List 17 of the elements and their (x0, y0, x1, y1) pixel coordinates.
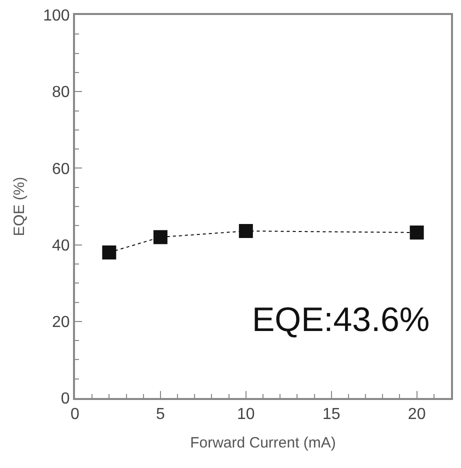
y-tick-label: 40 (52, 237, 70, 254)
y-axis-title: EQE (%) (10, 176, 28, 236)
y-tick-label: 0 (60, 390, 70, 408)
annotation: EQE:43.6% (252, 301, 430, 339)
point (153, 230, 168, 244)
y-tick-label: 100 (43, 8, 70, 25)
point (102, 245, 116, 260)
y-tick-label: 60 (52, 160, 70, 178)
x-tick-label: 20 (408, 406, 426, 424)
point (410, 226, 424, 240)
y-tick-label: 80 (52, 84, 70, 102)
y-tick-label: 20 (52, 314, 70, 331)
x-tick-label: 5 (156, 406, 165, 424)
x-tick-label: 15 (322, 406, 340, 424)
x-axis-title: Forward Current (mA) (190, 434, 336, 452)
point (238, 224, 253, 238)
x-tick-label: 10 (237, 406, 255, 424)
